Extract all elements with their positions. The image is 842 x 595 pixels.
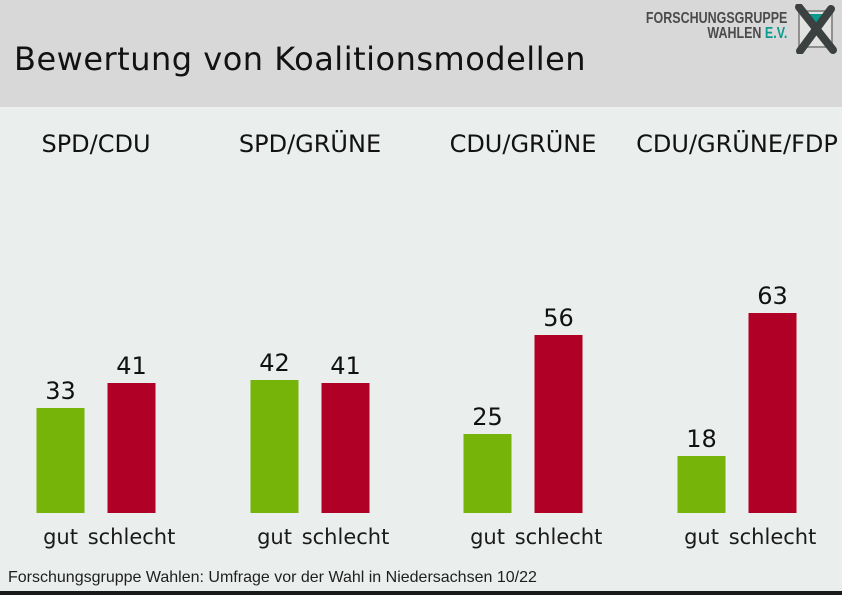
gut-label: gut	[43, 525, 78, 549]
schlecht-bar	[321, 383, 370, 513]
bar-pair: 33 gut 41 schlecht	[36, 352, 176, 548]
schlecht-value-label: 56	[543, 304, 574, 332]
bar-pair: 25 gut 56 schlecht	[463, 304, 603, 548]
bar-pair: 42 gut 41 schlecht	[250, 349, 390, 548]
schlecht-value-label: 63	[757, 282, 788, 310]
schlecht-value-label: 41	[116, 352, 147, 380]
gut-label: gut	[684, 525, 719, 549]
gut-label: gut	[470, 525, 505, 549]
gut-value-label: 25	[472, 403, 503, 431]
schlecht-bar	[748, 313, 797, 513]
coalition-group-spd-cdu: SPD/CDU 33 gut 41 schlecht	[0, 107, 201, 591]
gut-bar-wrap: 25 gut	[463, 403, 512, 548]
logo-text: FORSCHUNGSGRUPPE WAHLEN E.V.	[645, 10, 787, 42]
forschungsgruppe-wahlen-logo: FORSCHUNGSGRUPPE WAHLEN E.V.	[606, 4, 839, 54]
gut-value-label: 33	[45, 377, 76, 405]
gut-bar-wrap: 18 gut	[677, 425, 726, 548]
gut-bar	[250, 380, 299, 513]
coalition-label: CDU/GRÜNE/FDP	[636, 130, 838, 158]
schlecht-label: schlecht	[728, 525, 817, 549]
coalition-label: SPD/GRÜNE	[238, 130, 382, 158]
gut-bar	[677, 456, 726, 513]
schlecht-bar-wrap: 56 schlecht	[515, 304, 603, 548]
schlecht-label: schlecht	[514, 525, 603, 549]
ballot-x-icon	[795, 4, 837, 54]
schlecht-value-label: 41	[330, 352, 361, 380]
header-band: Bewertung von Koalitionsmodellen FORSCHU…	[0, 0, 842, 107]
page-title: Bewertung von Koalitionsmodellen	[14, 40, 587, 78]
gut-value-label: 18	[686, 425, 717, 453]
coalition-label: SPD/CDU	[41, 130, 151, 158]
schlecht-bar-wrap: 41 schlecht	[302, 352, 390, 548]
bottom-edge-bar	[0, 591, 842, 595]
gut-label: gut	[257, 525, 292, 549]
coalition-group-cdu-gruene-fdp: CDU/GRÜNE/FDP 18 gut 63 schlecht	[632, 107, 842, 591]
source-caption: Forschungsgruppe Wahlen: Umfrage vor der…	[8, 569, 537, 586]
gut-bar-wrap: 42 gut	[250, 349, 299, 548]
coalition-label: CDU/GRÜNE	[449, 130, 597, 158]
schlecht-bar	[107, 383, 156, 513]
gut-bar	[36, 408, 85, 513]
gut-bar	[463, 434, 512, 513]
logo-line1: FORSCHUNGSGRUPPE	[645, 10, 787, 27]
gut-value-label: 42	[259, 349, 290, 377]
schlecht-bar	[534, 335, 583, 513]
logo-ev: E.V.	[764, 25, 787, 42]
coalition-group-cdu-gruene: CDU/GRÜNE 25 gut 56 schlecht	[418, 107, 628, 591]
schlecht-label: schlecht	[301, 525, 390, 549]
bar-chart: SPD/CDU 33 gut 41 schlecht SPD/GRÜNE 42	[0, 107, 842, 591]
gut-bar-wrap: 33 gut	[36, 377, 85, 548]
schlecht-bar-wrap: 41 schlecht	[88, 352, 176, 548]
logo-line2: WAHLEN E.V.	[646, 25, 787, 42]
schlecht-bar-wrap: 63 schlecht	[729, 282, 817, 548]
schlecht-label: schlecht	[87, 525, 176, 549]
coalition-group-spd-gruene: SPD/GRÜNE 42 gut 41 schlecht	[205, 107, 415, 591]
bar-pair: 18 gut 63 schlecht	[677, 282, 817, 548]
logo-wahlen: WAHLEN	[707, 25, 762, 42]
